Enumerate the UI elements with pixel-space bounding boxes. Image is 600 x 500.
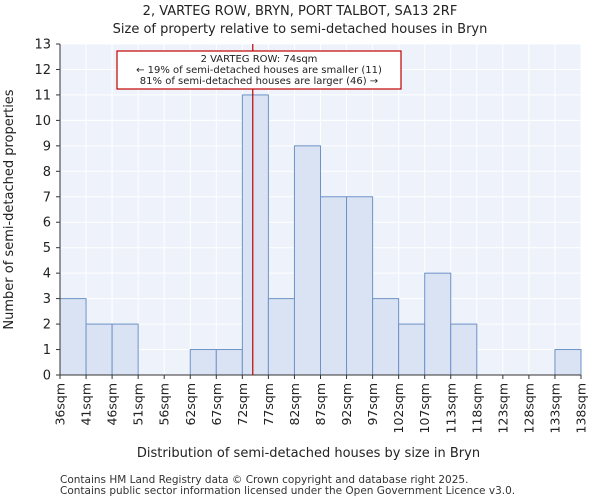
footer-licence: Contains public sector information licen… (60, 485, 516, 497)
bar (372, 298, 400, 376)
bar (111, 323, 139, 376)
x-tick-label: 118sqm (469, 383, 484, 433)
x-tick-label: 128sqm (521, 383, 536, 433)
x-tick-label: 77sqm (261, 383, 276, 426)
y-tick-label: 8 (43, 165, 51, 180)
x-tick-label: 133sqm (547, 383, 562, 433)
y-tick-label: 5 (43, 241, 51, 256)
y-tick-label: 7 (43, 190, 51, 205)
y-tick-label: 1 (43, 343, 51, 358)
annotation-line-1: 2 VARTEG ROW: 74sqm (201, 54, 318, 65)
annotation-box (116, 50, 402, 90)
x-tick-label: 41sqm (79, 383, 94, 426)
bar (554, 349, 582, 376)
bar (293, 145, 322, 376)
x-tick-label: 138sqm (574, 383, 589, 433)
chart-title: 2, VARTEG ROW, BRYN, PORT TALBOT, SA13 2… (142, 4, 458, 19)
bar (267, 298, 295, 376)
y-tick-label: 0 (43, 369, 51, 384)
bar (85, 323, 113, 376)
y-tick-label: 10 (34, 114, 51, 129)
bar (59, 298, 87, 376)
x-tick-label: 123sqm (495, 383, 510, 433)
footer-copyright: Contains HM Land Registry data © Crown c… (60, 474, 469, 486)
y-tick-label: 11 (34, 88, 51, 103)
x-tick-label: 46sqm (105, 383, 120, 426)
x-tick-label: 56sqm (157, 383, 172, 426)
x-tick-label: 51sqm (131, 383, 146, 426)
y-tick-label: 13 (34, 38, 51, 53)
bar (398, 323, 426, 376)
bar (215, 349, 243, 376)
y-tick-label: 4 (43, 267, 51, 282)
y-tick-label: 6 (43, 216, 51, 231)
y-tick-label: 12 (34, 63, 51, 78)
bar (189, 349, 217, 376)
bar (241, 94, 269, 376)
x-tick-label: 92sqm (339, 383, 354, 426)
bar (346, 196, 374, 376)
x-tick-label: 107sqm (417, 383, 432, 433)
annotation-line-2: ← 19% of semi-detached houses are smalle… (136, 65, 382, 76)
y-tick-label: 2 (43, 318, 51, 333)
x-tick-label: 82sqm (287, 383, 302, 426)
bar (450, 323, 478, 376)
annotation-line-3: 81% of semi-detached houses are larger (… (140, 76, 378, 87)
x-tick-label: 36sqm (53, 383, 68, 426)
y-tick-label: 3 (43, 292, 51, 307)
y-axis-label: Number of semi-detached properties (2, 89, 17, 329)
x-tick-label: 113sqm (443, 383, 458, 433)
bar (320, 196, 348, 376)
chart-subtitle: Size of property relative to semi-detach… (112, 22, 488, 37)
x-tick-label: 67sqm (209, 383, 224, 426)
x-tick-label: 97sqm (365, 383, 380, 426)
y-tick-label: 9 (43, 139, 51, 154)
bar (424, 272, 452, 376)
x-tick-label: 87sqm (313, 383, 328, 426)
x-tick-label: 102sqm (391, 383, 406, 433)
x-tick-label: 62sqm (183, 383, 198, 426)
x-axis-label: Distribution of semi-detached houses by … (137, 446, 480, 461)
x-tick-label: 72sqm (235, 383, 250, 426)
